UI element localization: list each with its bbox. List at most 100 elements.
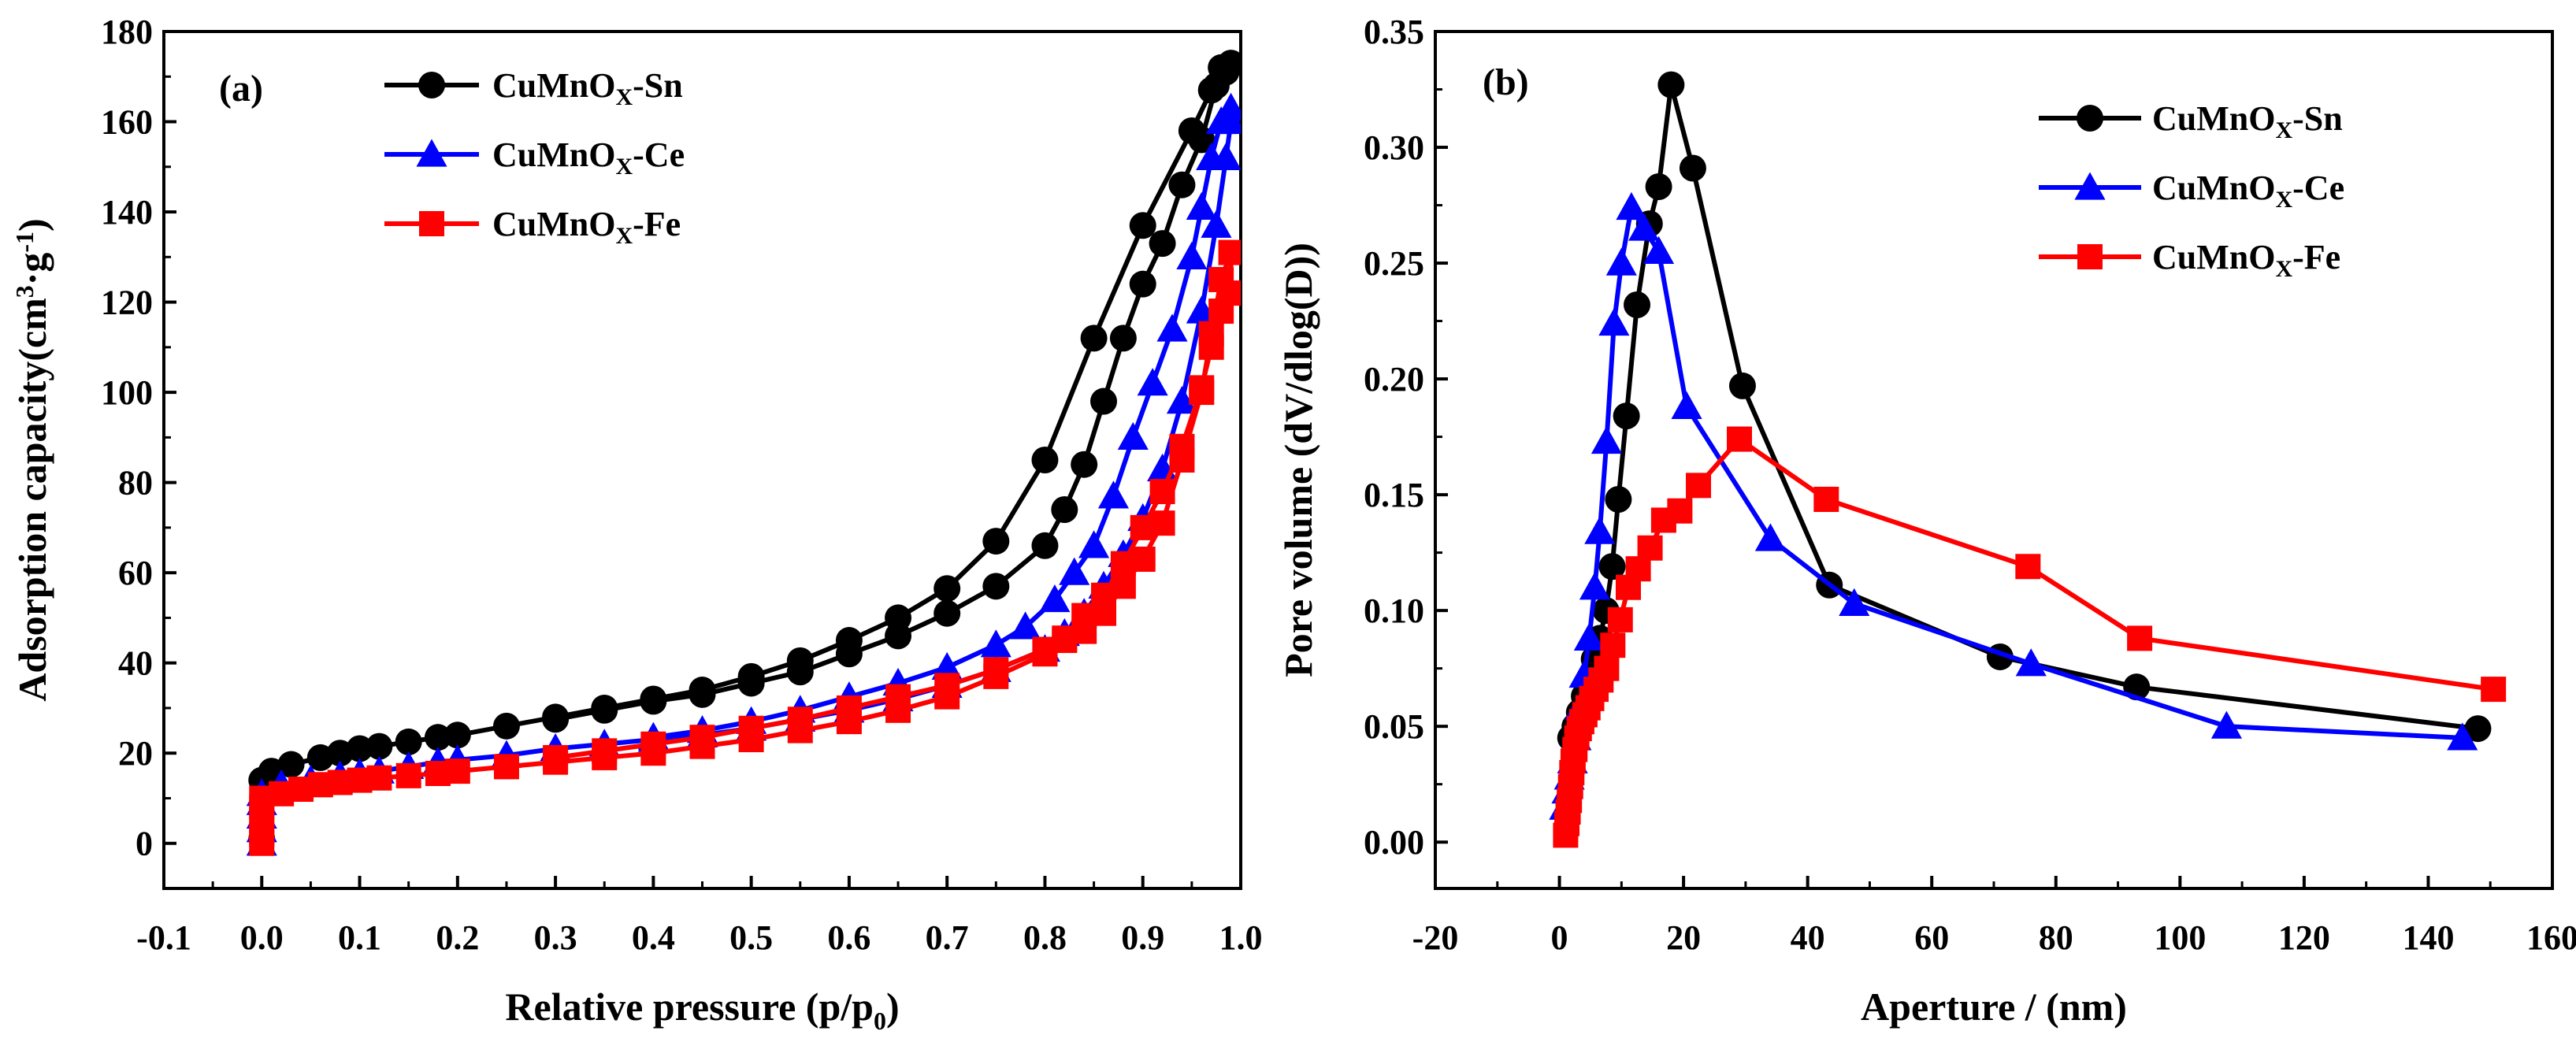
panel-label: (b) (1483, 61, 1529, 103)
legend-entry: CuMnOX-Ce (384, 135, 685, 180)
y-tick-label: 0.25 (1364, 244, 1424, 283)
x-tick-label: 0.7 (926, 918, 969, 957)
y-tick-label: 20 (118, 734, 153, 773)
data-point (1032, 636, 1058, 662)
data-point (1186, 191, 1217, 220)
x-tick-label: 160 (2526, 918, 2576, 957)
data-point (786, 658, 814, 686)
data-point (1671, 391, 1702, 420)
data-point (836, 695, 862, 721)
data-point (2447, 722, 2478, 751)
legend-entry: CuMnOX-Fe (384, 205, 681, 249)
data-point (1208, 266, 1234, 292)
data-point (1605, 247, 1637, 276)
data-point (1031, 532, 1059, 559)
x-tick-label: 0.3 (534, 918, 577, 957)
data-point (1218, 239, 1241, 265)
data-point (1137, 368, 1168, 396)
data-point (395, 728, 422, 755)
data-point (366, 732, 393, 760)
series-line (1563, 436, 2494, 836)
series-CuMnOX-Sn (248, 50, 1241, 853)
data-point (419, 211, 444, 236)
legend-label: CuMnOX-Fe (2152, 238, 2340, 282)
data-point (738, 715, 764, 741)
data-point (592, 738, 618, 764)
legend-label-sub: X (615, 223, 633, 249)
data-point (1607, 606, 1633, 632)
y-tick-label: 0.15 (1364, 476, 1424, 514)
data-point (1728, 372, 1756, 399)
data-point (1573, 622, 1605, 651)
y-tick-label: 80 (118, 464, 153, 503)
data-point (934, 599, 961, 627)
data-point (1202, 72, 1230, 99)
data-point (934, 575, 961, 603)
data-point (418, 72, 445, 98)
x-tick-label: 0.4 (632, 918, 675, 957)
x-tick-label: 0.5 (729, 918, 773, 957)
legend-entry: CuMnOX-Sn (2039, 99, 2343, 143)
x-axis-title: Relative pressure (p/p0) (505, 985, 899, 1035)
data-point (543, 744, 569, 770)
legend-entry: CuMnOX-Fe (2039, 238, 2340, 282)
x-tick-label: 0 (1551, 918, 1568, 957)
data-point (1168, 171, 1196, 198)
legend-label: CuMnOX-Ce (2152, 169, 2344, 213)
y-axis-title-main: Pore volume (dV/dlog(D)) (1276, 243, 1320, 677)
x-tick-label: 80 (2039, 918, 2073, 957)
legend-label: CuMnOX-Ce (492, 135, 685, 180)
data-point (982, 528, 1010, 555)
x-tick-label: 140 (2402, 918, 2454, 957)
y-axis-title: Adsorption capacity(cm3·g-1) (10, 218, 54, 701)
y-axis-title-sup: 3 (10, 285, 39, 298)
data-point (1643, 236, 1675, 264)
data-point (1679, 154, 1706, 182)
legend-label-sub: X (2275, 187, 2292, 213)
data-point (1196, 142, 1227, 170)
data-point (2127, 625, 2153, 651)
data-point (1201, 210, 1232, 238)
data-point (1628, 213, 1660, 241)
data-point (1198, 321, 1224, 347)
x-axis-title-tail: ) (886, 985, 900, 1029)
y-tick-label: 0.00 (1364, 823, 1424, 862)
legend-label: CuMnOX-Fe (492, 205, 681, 249)
y-tick-label: 140 (101, 193, 153, 232)
x-tick-label: 0.9 (1121, 918, 1164, 957)
data-point (1010, 611, 1041, 640)
legend-label-tail: -Fe (633, 205, 681, 243)
y-tick-label: 40 (118, 644, 153, 683)
legend-label-sub: X (615, 154, 633, 180)
data-point (1579, 572, 1611, 600)
y-axis-title: Pore volume (dV/dlog(D)) (1276, 243, 1320, 677)
data-point (444, 721, 471, 749)
data-point (1637, 535, 1663, 561)
y-tick-label: 0.10 (1364, 592, 1424, 630)
data-point (2074, 172, 2106, 200)
data-point (1645, 173, 1672, 201)
data-point (424, 724, 451, 751)
data-point (1149, 230, 1176, 258)
data-point (640, 731, 666, 757)
data-point (934, 673, 960, 699)
data-point (277, 751, 305, 778)
data-point (1727, 426, 1753, 452)
legend-label-tail: -Fe (2292, 238, 2340, 276)
data-point (1071, 451, 1098, 478)
x-tick-label: 0.6 (827, 918, 870, 957)
data-point (1039, 584, 1071, 613)
x-tick-label: -20 (1412, 918, 1459, 957)
data-point (1129, 212, 1156, 239)
data-point (2077, 105, 2103, 132)
y-tick-label: 60 (118, 554, 153, 592)
y-tick-label: 120 (101, 284, 153, 322)
legend-label-tail: -Ce (633, 135, 685, 174)
data-point (1605, 485, 1632, 513)
y-tick-label: 100 (101, 373, 153, 412)
data-point (1090, 388, 1118, 415)
legend-label-main: CuMnO (492, 66, 615, 105)
data-point (1594, 655, 1620, 681)
data-point (2210, 710, 2242, 739)
data-point (1031, 447, 1059, 473)
